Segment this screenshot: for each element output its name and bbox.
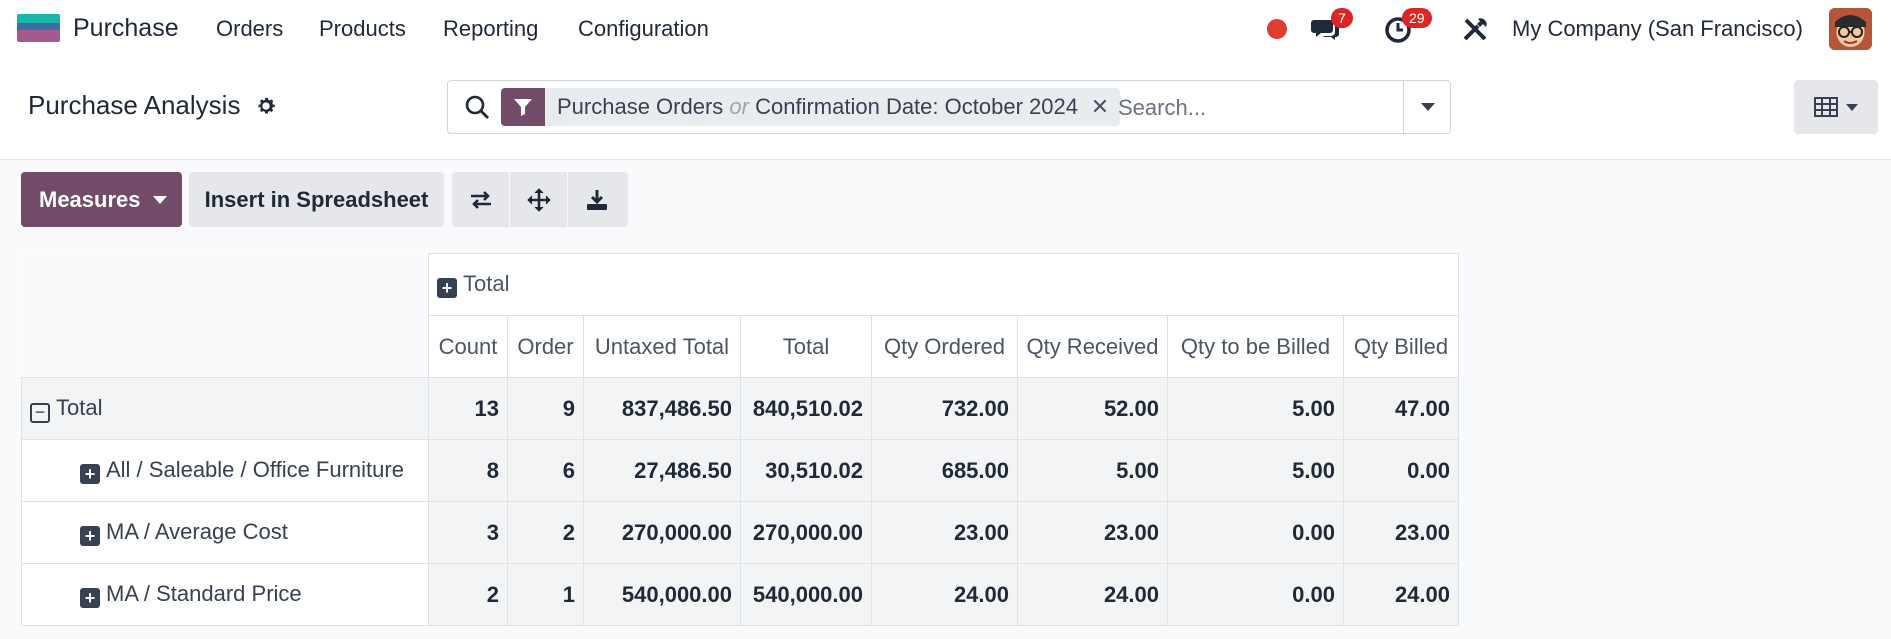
activities-badge: 29 — [1402, 8, 1432, 28]
menu-products[interactable]: Products — [319, 16, 406, 41]
arrows-move-icon — [526, 187, 551, 212]
measure-header[interactable]: Untaxed Total — [583, 315, 741, 378]
pivot-cell[interactable]: 540,000.00 — [583, 563, 741, 626]
measure-header[interactable]: Count — [428, 315, 508, 378]
flip-axis-button[interactable] — [452, 172, 510, 227]
recording-dot-icon[interactable] — [1267, 19, 1287, 39]
measure-header[interactable]: Qty to be Billed — [1167, 315, 1344, 378]
gear-icon[interactable] — [255, 95, 277, 117]
pivot-cell[interactable]: 0.00 — [1343, 439, 1459, 502]
pivot-cell[interactable]: 685.00 — [871, 439, 1018, 502]
page-title[interactable]: Purchase Analysis — [28, 90, 241, 120]
pivot-cell[interactable]: 27,486.50 — [583, 439, 741, 502]
measure-header[interactable]: Order — [507, 315, 584, 378]
pivot-cell[interactable]: 23.00 — [1017, 501, 1168, 564]
exchange-icon — [470, 190, 491, 209]
pivot-cell[interactable]: 2 — [507, 501, 584, 564]
collapse-minus-icon: − — [30, 402, 50, 423]
pivot-cell[interactable]: 270,000.00 — [583, 501, 741, 564]
control-panel: Purchase Analysis Purchase Orders or Con… — [0, 58, 1891, 160]
expand-all-button[interactable] — [510, 172, 568, 227]
pivot-row-header-total[interactable]: − Total — [21, 377, 429, 440]
pivot-row-header[interactable]: + All / Saleable / Office Furniture — [21, 439, 429, 502]
pivot-cell[interactable]: 5.00 — [1167, 439, 1344, 502]
search-facet: Purchase Orders or Confirmation Date: Oc… — [501, 88, 1120, 126]
pivot-cell[interactable]: 30,510.02 — [740, 439, 872, 502]
measures-button[interactable]: Measures — [21, 172, 182, 227]
table-row: − Total 13 9 837,486.50 840,510.02 732.00… — [21, 377, 1459, 440]
pivot-corner — [21, 315, 429, 378]
menu-configuration[interactable]: Configuration — [578, 16, 709, 41]
search-input[interactable] — [1118, 93, 1398, 123]
download-button[interactable] — [568, 172, 626, 227]
pivot-cell[interactable]: 1 — [507, 563, 584, 626]
pivot-cell[interactable]: 837,486.50 — [583, 377, 741, 440]
pivot-cell[interactable]: 47.00 — [1343, 377, 1459, 440]
pivot-cell[interactable]: 24.00 — [871, 563, 1018, 626]
pivot-cell[interactable]: 24.00 — [1343, 563, 1459, 626]
measure-header[interactable]: Qty Ordered — [871, 315, 1018, 378]
pivot-cell[interactable]: 3 — [428, 501, 508, 564]
table-row: + MA / Standard Price 2 1 540,000.00 540,… — [21, 563, 1459, 626]
pivot-cell[interactable]: 13 — [428, 377, 508, 440]
measure-header[interactable]: Qty Billed — [1343, 315, 1459, 378]
user-avatar[interactable] — [1829, 8, 1872, 50]
pivot-cell[interactable]: 5.00 — [1167, 377, 1344, 440]
debug-tools-icon[interactable] — [1460, 14, 1492, 44]
view-switcher-button[interactable] — [1794, 80, 1878, 134]
measure-header[interactable]: Total — [740, 315, 872, 378]
company-switcher[interactable]: My Company (San Francisco) — [1512, 16, 1803, 41]
pivot-cell[interactable]: 0.00 — [1167, 501, 1344, 564]
download-icon — [587, 189, 607, 210]
measure-header[interactable]: Qty Received — [1017, 315, 1168, 378]
pivot-cell[interactable]: 23.00 — [871, 501, 1018, 564]
filter-icon — [501, 88, 545, 126]
expand-plus-icon: + — [437, 278, 457, 298]
search-panel: Purchase Orders or Confirmation Date: Oc… — [447, 80, 1451, 134]
pivot-cell[interactable]: 0.00 — [1167, 563, 1344, 626]
pivot-cell[interactable]: 540,000.00 — [740, 563, 872, 626]
pivot-cell[interactable]: 6 — [507, 439, 584, 502]
table-view-icon — [1814, 97, 1838, 117]
pivot-row-header[interactable]: + MA / Standard Price — [21, 563, 429, 626]
pivot-cell[interactable]: 732.00 — [871, 377, 1018, 440]
expand-plus-icon: + — [80, 526, 100, 546]
facet-remove-icon[interactable]: ✕ — [1090, 94, 1110, 119]
pivot-corner — [21, 253, 429, 316]
caret-down-icon — [1420, 103, 1435, 111]
pivot-cell[interactable]: 52.00 — [1017, 377, 1168, 440]
pivot-cell[interactable]: 24.00 — [1017, 563, 1168, 626]
search-options-toggle[interactable] — [1403, 81, 1451, 133]
activity-clock-icon[interactable] — [1384, 14, 1416, 44]
pivot-cell[interactable]: 9 — [507, 377, 584, 440]
pivot-cell[interactable]: 270,000.00 — [740, 501, 872, 564]
pivot-cell[interactable]: 2 — [428, 563, 508, 626]
pivot-cell[interactable]: 8 — [428, 439, 508, 502]
pivot-col-header-total[interactable]: + Total — [428, 253, 1459, 316]
messages-badge: 7 — [1331, 8, 1353, 28]
facet-label: Purchase Orders or Confirmation Date: Oc… — [557, 94, 1078, 119]
pivot-cell[interactable]: 840,510.02 — [740, 377, 872, 440]
pivot-actions-group — [452, 172, 628, 227]
pivot-row-header[interactable]: + MA / Average Cost — [21, 501, 429, 564]
menu-orders[interactable]: Orders — [216, 16, 284, 41]
pivot-table: + Total Count Order Untaxed Total Total Q… — [21, 253, 1459, 626]
caret-down-icon — [152, 195, 167, 204]
table-row: + All / Saleable / Office Furniture 8 6 2… — [21, 439, 1459, 502]
top-navbar: Purchase Orders Products Reporting Confi… — [0, 0, 1891, 58]
app-logo-icon[interactable] — [17, 14, 60, 42]
pivot-cell[interactable]: 5.00 — [1017, 439, 1168, 502]
search-icon[interactable] — [464, 94, 490, 120]
app-name[interactable]: Purchase — [73, 14, 179, 42]
expand-plus-icon: + — [80, 464, 100, 484]
table-row: + MA / Average Cost 3 2 270,000.00 270,00… — [21, 501, 1459, 564]
menu-reporting[interactable]: Reporting — [443, 16, 539, 41]
expand-plus-icon: + — [80, 588, 100, 608]
caret-down-icon — [1846, 103, 1858, 111]
insert-spreadsheet-button[interactable]: Insert in Spreadsheet — [189, 172, 444, 227]
messages-icon[interactable] — [1310, 14, 1342, 44]
pivot-cell[interactable]: 23.00 — [1343, 501, 1459, 564]
